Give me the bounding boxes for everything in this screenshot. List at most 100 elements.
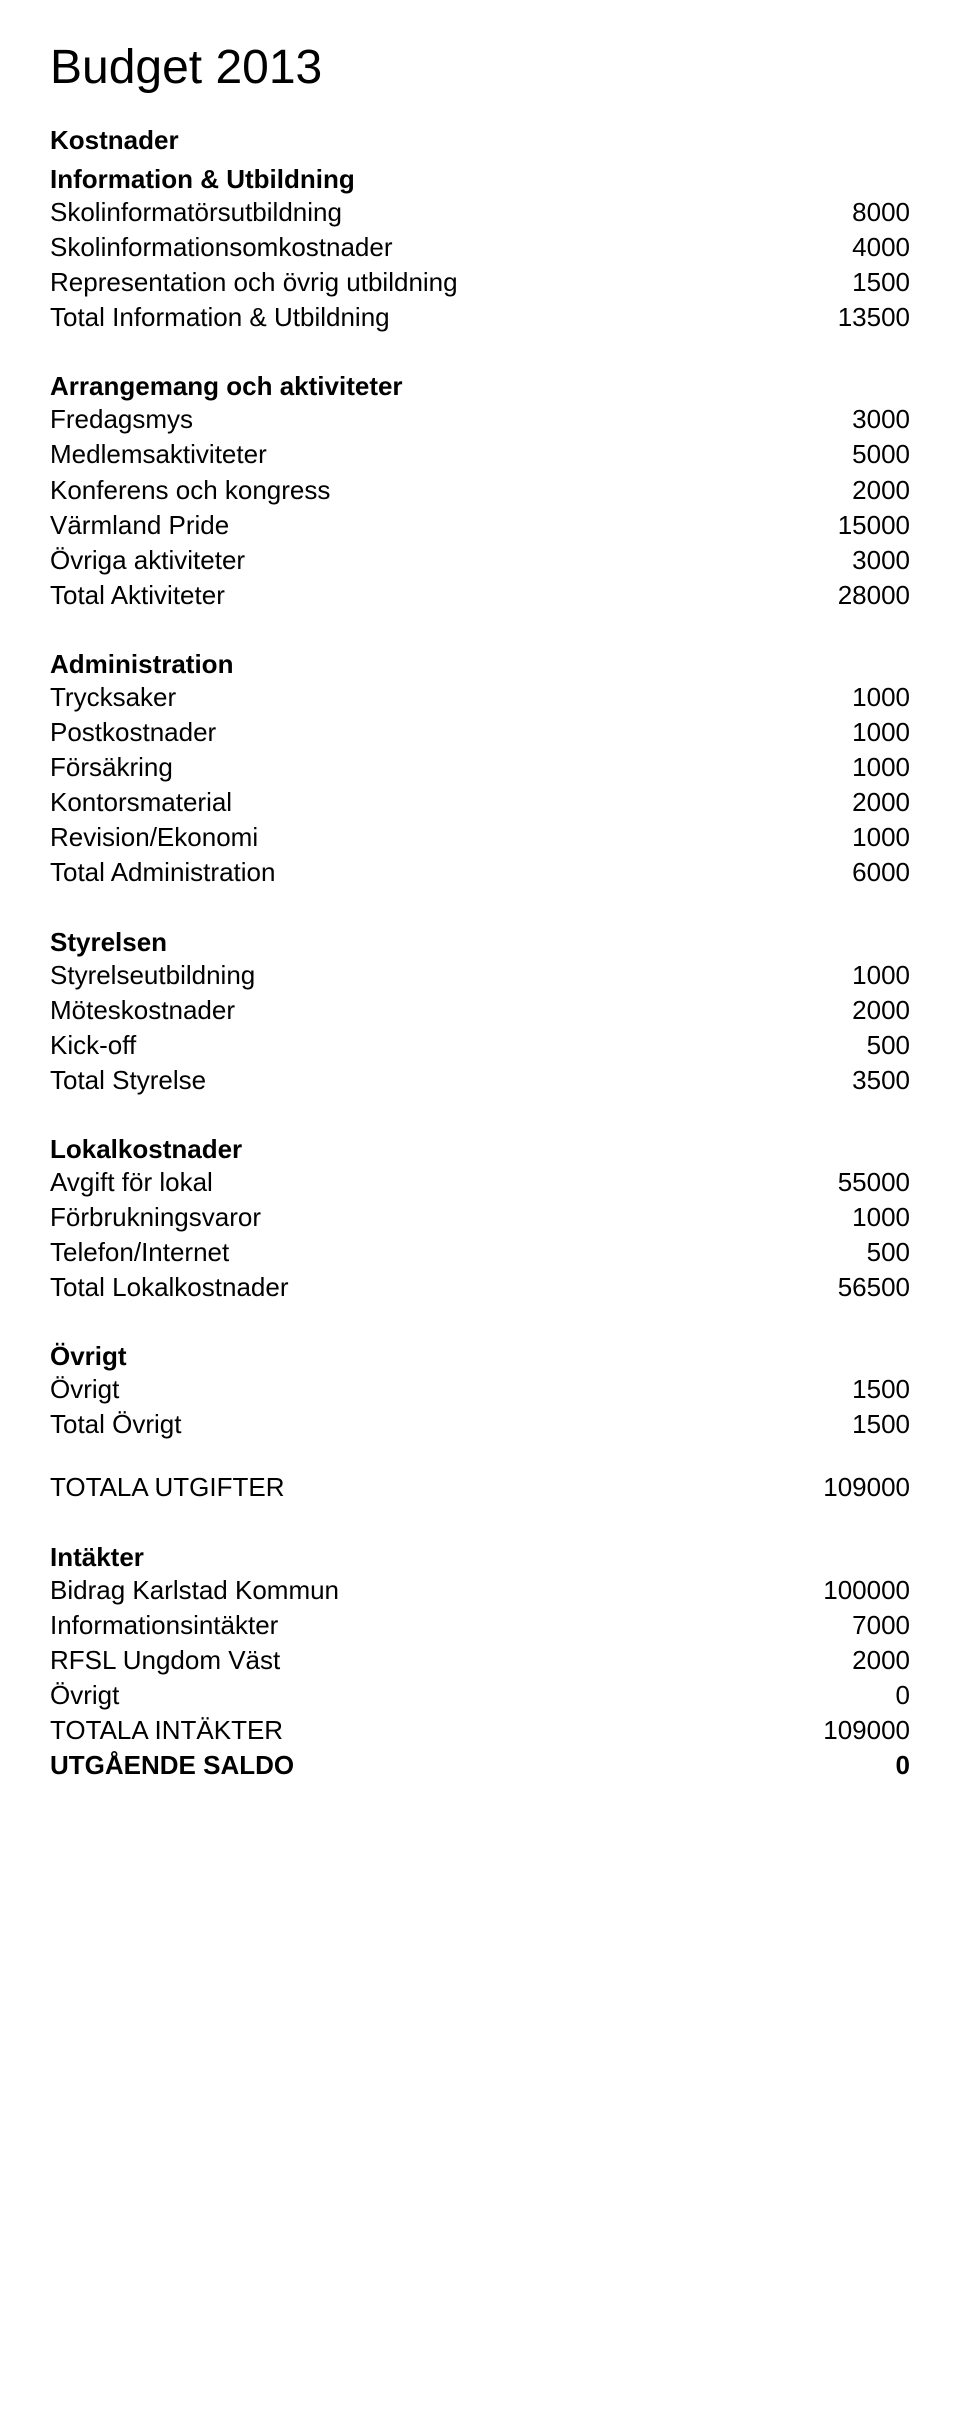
row-value: 1500 xyxy=(760,265,910,300)
row-label: Telefon/Internet xyxy=(50,1235,760,1270)
row-value: 109000 xyxy=(760,1713,910,1748)
budget-row: Konferens och kongress2000 xyxy=(50,473,910,508)
row-value: 3000 xyxy=(760,402,910,437)
row-label: Total Övrigt xyxy=(50,1407,760,1442)
row-label: Värmland Pride xyxy=(50,508,760,543)
row-value: 500 xyxy=(760,1235,910,1270)
row-value: 5000 xyxy=(760,437,910,472)
section-header: Kostnader xyxy=(50,125,910,156)
row-value: 2000 xyxy=(760,473,910,508)
spacer xyxy=(50,1442,910,1470)
budget-row: Total Styrelse3500 xyxy=(50,1063,910,1098)
budget-row: Representation och övrig utbildning1500 xyxy=(50,265,910,300)
budget-row: RFSL Ungdom Väst2000 xyxy=(50,1643,910,1678)
row-value: 56500 xyxy=(760,1270,910,1305)
row-value: 500 xyxy=(760,1028,910,1063)
row-value: 8000 xyxy=(760,195,910,230)
row-value: 7000 xyxy=(760,1608,910,1643)
row-label: Total Information & Utbildning xyxy=(50,300,760,335)
section-header: Intäkter xyxy=(50,1542,910,1573)
row-value: 1000 xyxy=(760,750,910,785)
row-value: 2000 xyxy=(760,1643,910,1678)
budget-row: Telefon/Internet500 xyxy=(50,1235,910,1270)
row-label: Trycksaker xyxy=(50,680,760,715)
row-label: Fredagsmys xyxy=(50,402,760,437)
row-value: 55000 xyxy=(760,1165,910,1200)
budget-row: Postkostnader1000 xyxy=(50,715,910,750)
row-value: 1000 xyxy=(760,680,910,715)
row-label: Kick-off xyxy=(50,1028,760,1063)
row-label: Total Administration xyxy=(50,855,760,890)
budget-row: Bidrag Karlstad Kommun100000 xyxy=(50,1573,910,1608)
row-value: 2000 xyxy=(760,993,910,1028)
budget-row: Total Information & Utbildning13500 xyxy=(50,300,910,335)
budget-row: Fredagsmys3000 xyxy=(50,402,910,437)
row-label: Kontorsmaterial xyxy=(50,785,760,820)
row-label: Bidrag Karlstad Kommun xyxy=(50,1573,760,1608)
row-value: 1000 xyxy=(760,715,910,750)
row-label: RFSL Ungdom Väst xyxy=(50,1643,760,1678)
budget-row: Skolinformationsomkostnader4000 xyxy=(50,230,910,265)
row-label: Övriga aktiviteter xyxy=(50,543,760,578)
row-label: Postkostnader xyxy=(50,715,760,750)
row-label: Total Aktiviteter xyxy=(50,578,760,613)
row-value: 15000 xyxy=(760,508,910,543)
section-header: Administration xyxy=(50,649,910,680)
spacer xyxy=(50,1506,910,1534)
row-label: Skolinformationsomkostnader xyxy=(50,230,760,265)
budget-row: Avgift för lokal55000 xyxy=(50,1165,910,1200)
row-label: Möteskostnader xyxy=(50,993,760,1028)
section-header: Information & Utbildning xyxy=(50,164,910,195)
row-value: 1500 xyxy=(760,1407,910,1442)
budget-row: Total Aktiviteter28000 xyxy=(50,578,910,613)
budget-row: TOTALA UTGIFTER109000 xyxy=(50,1470,910,1505)
budget-row: Medlemsaktiviteter5000 xyxy=(50,437,910,472)
row-label: Styrelseutbildning xyxy=(50,958,760,993)
budget-row: Övrigt1500 xyxy=(50,1372,910,1407)
row-value: 3000 xyxy=(760,543,910,578)
budget-row: Total Lokalkostnader56500 xyxy=(50,1270,910,1305)
section-header: Styrelsen xyxy=(50,927,910,958)
section-header: Lokalkostnader xyxy=(50,1134,910,1165)
budget-row: Försäkring1000 xyxy=(50,750,910,785)
row-label: Medlemsaktiviteter xyxy=(50,437,760,472)
row-value: 1000 xyxy=(760,1200,910,1235)
budget-row: Revision/Ekonomi1000 xyxy=(50,820,910,855)
row-label: Övrigt xyxy=(50,1678,760,1713)
row-value: 2000 xyxy=(760,785,910,820)
spacer xyxy=(50,613,910,641)
row-value: 0 xyxy=(760,1678,910,1713)
budget-row: Värmland Pride15000 xyxy=(50,508,910,543)
row-value: 6000 xyxy=(760,855,910,890)
row-label: Total Styrelse xyxy=(50,1063,760,1098)
row-label: Förbrukningsvaror xyxy=(50,1200,760,1235)
budget-row: Övrigt0 xyxy=(50,1678,910,1713)
spacer xyxy=(50,891,910,919)
row-value: 0 xyxy=(760,1748,910,1783)
row-value: 1000 xyxy=(760,820,910,855)
section-header: Arrangemang och aktiviteter xyxy=(50,371,910,402)
spacer xyxy=(50,1098,910,1126)
row-label: Avgift för lokal xyxy=(50,1165,760,1200)
row-label: Informationsintäkter xyxy=(50,1608,760,1643)
row-label: Representation och övrig utbildning xyxy=(50,265,760,300)
row-value: 28000 xyxy=(760,578,910,613)
row-label: Konferens och kongress xyxy=(50,473,760,508)
section-header: Övrigt xyxy=(50,1341,910,1372)
row-label: UTGÅENDE SALDO xyxy=(50,1748,760,1783)
page-title: Budget 2013 xyxy=(50,40,910,95)
budget-row: TOTALA INTÄKTER109000 xyxy=(50,1713,910,1748)
budget-row: Möteskostnader2000 xyxy=(50,993,910,1028)
budget-row: Total Övrigt1500 xyxy=(50,1407,910,1442)
budget-row: Kontorsmaterial2000 xyxy=(50,785,910,820)
row-label: Övrigt xyxy=(50,1372,760,1407)
row-label: Total Lokalkostnader xyxy=(50,1270,760,1305)
row-label: TOTALA UTGIFTER xyxy=(50,1470,760,1505)
budget-row: UTGÅENDE SALDO0 xyxy=(50,1748,910,1783)
row-label: Revision/Ekonomi xyxy=(50,820,760,855)
spacer xyxy=(50,1305,910,1333)
row-label: TOTALA INTÄKTER xyxy=(50,1713,760,1748)
budget-row: Trycksaker1000 xyxy=(50,680,910,715)
row-value: 100000 xyxy=(760,1573,910,1608)
row-label: Försäkring xyxy=(50,750,760,785)
